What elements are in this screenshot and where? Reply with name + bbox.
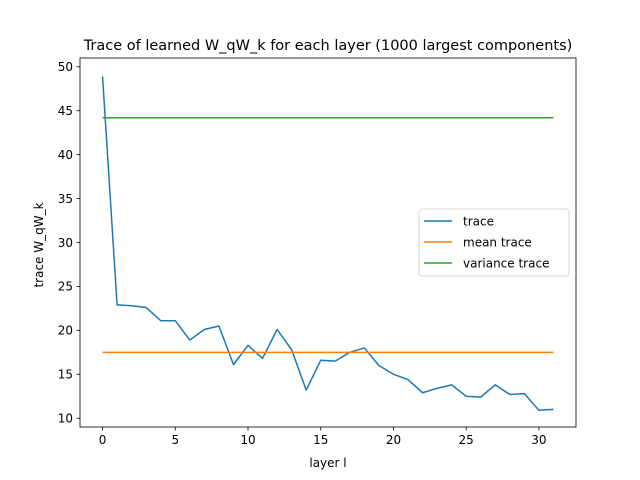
legend-label-0: trace	[463, 214, 494, 228]
legend-label-2: variance trace	[463, 256, 549, 270]
y-tick-label: 30	[58, 236, 73, 250]
y-tick-label: 50	[58, 60, 73, 74]
x-tick-label: 5	[171, 433, 179, 447]
series-line-0	[101, 76, 554, 412]
x-tick-label: 0	[99, 433, 107, 447]
chart-title: Trace of learned W_qW_k for each layer (…	[83, 38, 573, 54]
legend-label-1: mean trace	[463, 235, 532, 249]
y-tick-label: 15	[58, 368, 73, 382]
x-tick-label: 15	[313, 433, 328, 447]
y-tick-label: 20	[58, 324, 73, 338]
y-tick-label: 10	[58, 412, 73, 426]
y-tick-label: 35	[58, 192, 73, 206]
legend-frame	[418, 208, 570, 277]
legend: trace mean trace variance trace	[418, 208, 570, 277]
x-tick-label: 25	[459, 433, 474, 447]
plot-series	[101, 76, 554, 412]
y-axis: 10 15 20 25 30 35 40 45 50	[58, 60, 80, 426]
x-axis: 0 5 10 15 20 25 30	[99, 427, 547, 447]
y-tick-label: 45	[58, 104, 73, 118]
x-tick-label: 30	[531, 433, 546, 447]
y-tick-label: 40	[58, 148, 73, 162]
x-tick-label: 20	[386, 433, 401, 447]
y-tick-label: 25	[58, 280, 73, 294]
x-tick-label: 10	[240, 433, 255, 447]
x-axis-label: layer l	[309, 456, 346, 470]
y-axis-label: trace W_qW_k	[32, 202, 46, 287]
